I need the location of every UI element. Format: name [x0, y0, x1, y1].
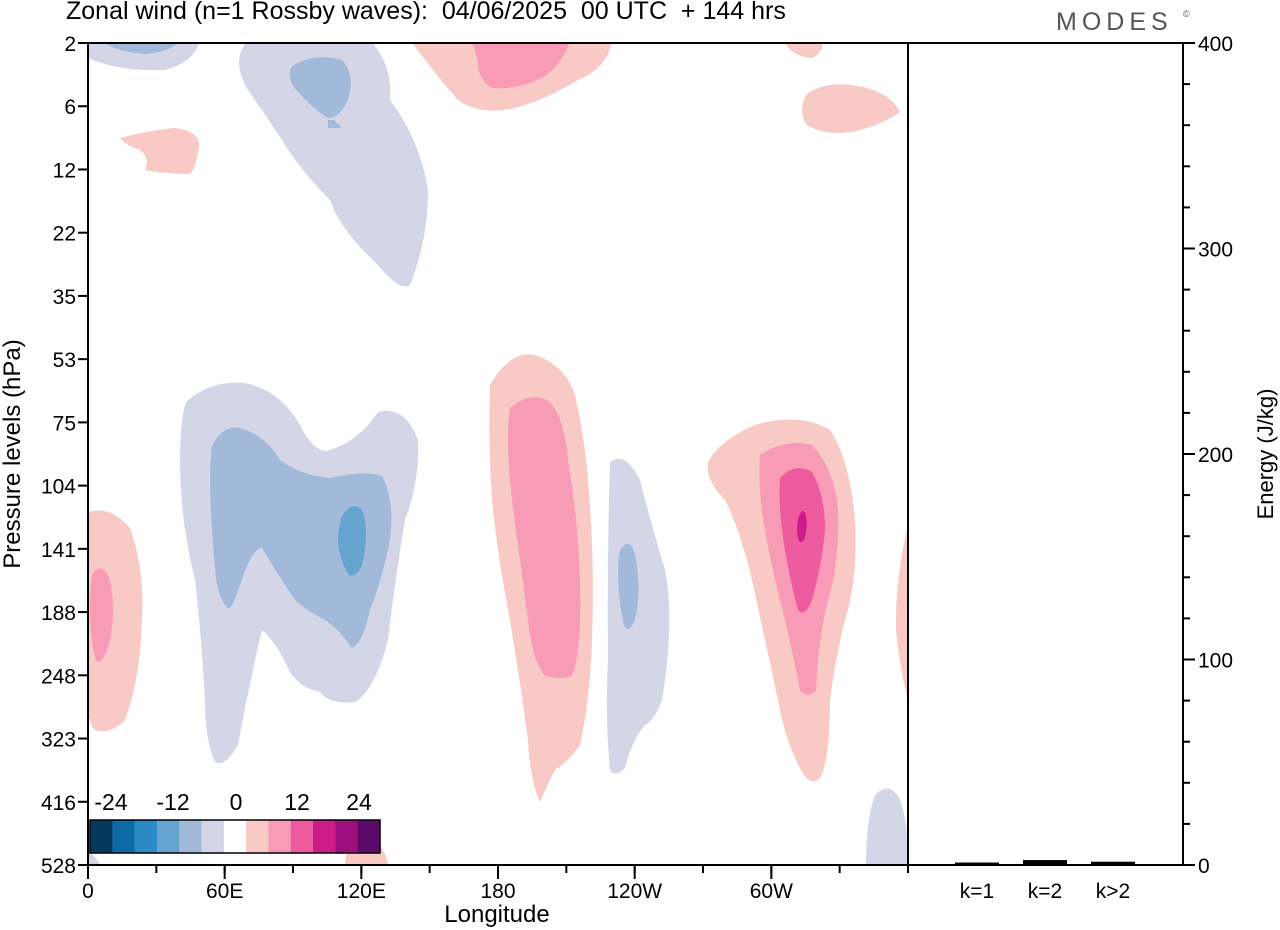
- energy-tick-label: 200: [1198, 444, 1233, 467]
- colorbar-swatch: [268, 820, 292, 853]
- y-tick-label: 12: [53, 159, 76, 182]
- colorbar-swatch: [223, 820, 247, 853]
- colorbar-swatch: [290, 820, 314, 853]
- contour-negative-blue: [289, 57, 351, 118]
- colorbar-swatch: [201, 820, 225, 853]
- contour-negative-blue: [104, 43, 178, 54]
- contour-negative-lavender: [88, 43, 200, 71]
- x-tick-label: 60W: [750, 880, 793, 903]
- y-tick-label: 323: [41, 729, 76, 752]
- x-tick-label: 120W: [607, 880, 662, 903]
- colorbar-swatch: [335, 820, 359, 853]
- y-axis-label: Pressure levels (hPa): [0, 339, 26, 568]
- contour-positive-medium: [507, 397, 581, 678]
- contour-negative-lavender: [866, 788, 908, 865]
- y-tick-label: 35: [53, 286, 76, 309]
- y-tick-label: 141: [41, 539, 76, 562]
- energy-tick-label: 100: [1198, 650, 1233, 673]
- x-tick-label: 120E: [337, 880, 386, 903]
- contour-positive-medium: [90, 568, 113, 662]
- colorbar-swatch: [134, 820, 158, 853]
- contour-positive-light: [802, 84, 900, 133]
- contour-positive-medium: [472, 43, 570, 89]
- y-tick-label: 53: [53, 349, 76, 372]
- energy-axis: 0 100 200 300 400: [1183, 33, 1233, 878]
- colorbar-labels: -24 -12 0 12 24: [94, 789, 372, 815]
- colorbar-swatch: [156, 820, 180, 853]
- energy-bars: k=1 k=2 k>2: [955, 860, 1135, 903]
- colorbar-swatch: [313, 820, 336, 853]
- colorbar-swatch: [179, 820, 203, 853]
- contour-negative-lavender: [239, 43, 428, 287]
- contour-positive-light: [88, 510, 143, 732]
- y-tick-label: 22: [53, 223, 76, 246]
- contour-positive-peak: [797, 511, 807, 543]
- colorbar-swatch: [357, 820, 381, 853]
- contour-negative-mid: [338, 506, 366, 576]
- energy-tick-label: 0: [1198, 855, 1210, 878]
- y-tick-label: 188: [41, 602, 76, 625]
- energy-plot-frame: [907, 42, 1184, 866]
- y-tick-label: 248: [41, 665, 76, 688]
- energy-tick-label: 300: [1198, 239, 1233, 262]
- x-axis: 0 60E 120E 180 120W 60W: [82, 865, 909, 903]
- energy-bar: [1091, 861, 1135, 865]
- y-axis: 2 6 12 22 35 53 75 104 141 188 248 323 416 528: [41, 33, 88, 878]
- y-tick-label: 104: [41, 476, 76, 499]
- colorbar-swatch: [246, 820, 269, 853]
- colorbar: [89, 819, 381, 854]
- y-tick-label: 416: [41, 792, 76, 815]
- colorbar-swatch: [112, 820, 136, 853]
- contour-field: [88, 43, 908, 865]
- colorbar-swatch: [90, 820, 113, 853]
- colorbar-frame: [89, 819, 381, 854]
- energy-bar: [955, 862, 999, 865]
- colorbar-tick-label: -24: [94, 789, 127, 815]
- contour-positive-light: [895, 525, 908, 700]
- contour-negative-blue: [328, 120, 342, 128]
- contour-negative-blue: [210, 427, 392, 648]
- brand-logo: MODES: [1056, 8, 1173, 36]
- colorbar-tick-label: 12: [284, 789, 310, 815]
- colorbar-tick-label: -12: [156, 789, 189, 815]
- energy-tick-label: 400: [1198, 33, 1233, 56]
- x-tick-label: 0: [82, 880, 94, 903]
- contour-negative-blue: [618, 543, 639, 629]
- colorbar-tick-label: 0: [230, 789, 243, 815]
- contour-negative-lavender: [606, 458, 670, 774]
- energy-category-label: k>2: [1096, 880, 1130, 903]
- brand-copyright-mark: ©: [1183, 9, 1190, 19]
- x-axis-label: Longitude: [444, 901, 549, 928]
- y-tick-label: 6: [64, 96, 76, 119]
- energy-axis-label: Energy (J/kg): [1253, 389, 1278, 520]
- x-tick-label: 60E: [206, 880, 243, 903]
- colorbar-tick-label: 24: [346, 789, 372, 815]
- chart-title: Zonal wind (n=1 Rossby waves): 04/06/202…: [66, 0, 786, 25]
- energy-category-label: k=1: [960, 880, 994, 903]
- y-tick-label: 75: [53, 412, 76, 435]
- y-tick-label: 528: [41, 855, 76, 878]
- x-tick-label: 180: [480, 880, 515, 903]
- contour-positive-light: [120, 128, 200, 174]
- contour-positive-light: [785, 43, 823, 58]
- y-tick-label: 2: [64, 33, 76, 56]
- energy-category-label: k=2: [1028, 880, 1062, 903]
- energy-bar: [1023, 860, 1067, 865]
